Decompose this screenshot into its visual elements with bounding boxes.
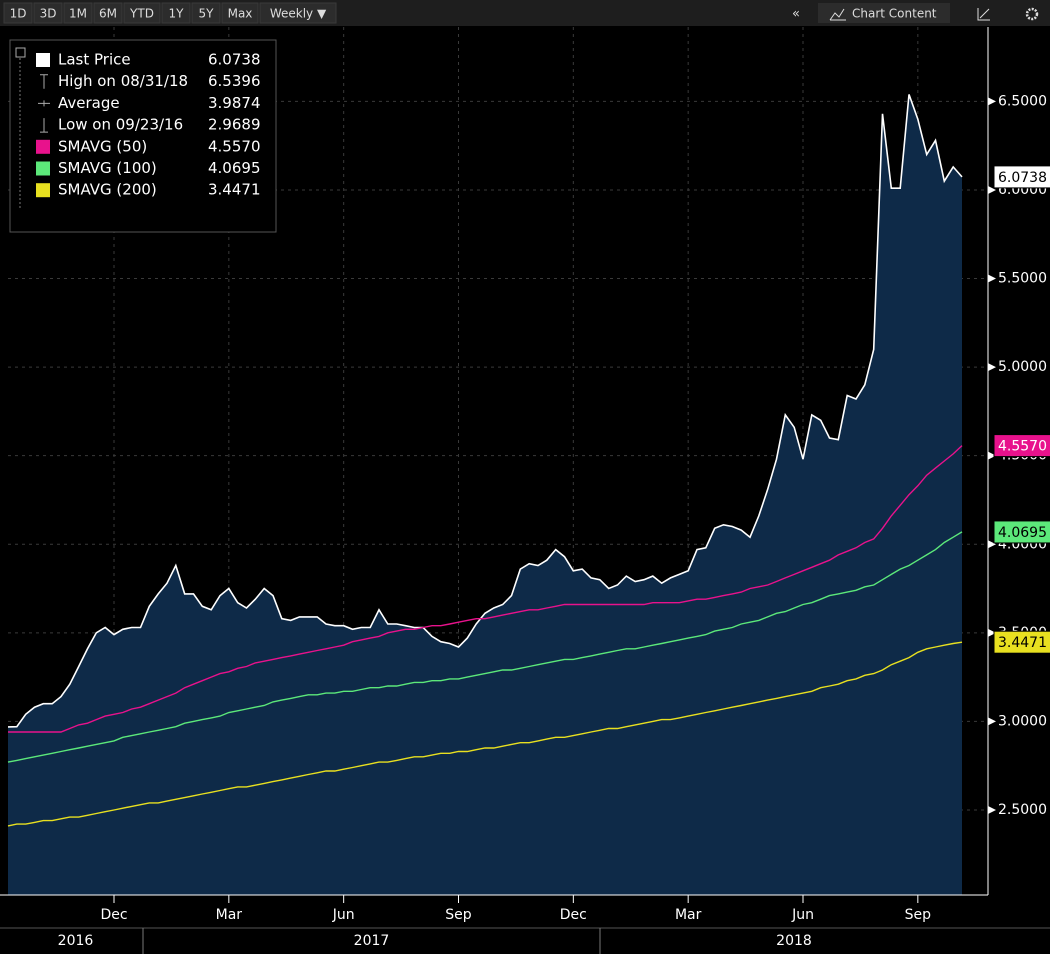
last-value-tag (993, 630, 1050, 654)
range-button[interactable] (191, 2, 221, 24)
y-tick-label: 3.0000 (998, 713, 1047, 729)
last-value-label: 4.5570 (998, 439, 1047, 455)
legend-name: SMAVG (100) (58, 159, 157, 177)
x-tick-label: Mar (216, 907, 243, 923)
series-line (7, 94, 963, 728)
range-button[interactable] (123, 2, 161, 24)
range-button[interactable] (221, 2, 259, 24)
collapse-button[interactable]: « (792, 7, 800, 22)
range-label: Max (228, 7, 253, 21)
range-button[interactable] (63, 2, 93, 24)
legend-value: 3.9874 (208, 94, 261, 112)
legend-glyph (40, 118, 48, 133)
range-label: 1M (69, 7, 87, 21)
legend-glyph (40, 74, 48, 89)
range-button[interactable] (161, 2, 191, 24)
x-tick-label: Sep (905, 907, 932, 923)
y-tick-label: 6.5000 (998, 93, 1047, 109)
range-label: Weekly ▼ (270, 7, 327, 21)
last-value-label: 6.0738 (998, 170, 1047, 186)
y-tick (988, 274, 996, 283)
legend-name: Low on 09/23/16 (58, 116, 183, 134)
x-tick-label: Mar (675, 907, 702, 923)
x-tick-label: Jun (332, 907, 355, 923)
legend-value: 4.0695 (208, 159, 261, 177)
legend-name: Average (58, 94, 120, 112)
menu-label: Chart Content (852, 7, 937, 21)
x-tick-label: Dec (560, 907, 587, 923)
range-label: 5Y (199, 7, 215, 21)
last-value-tag (993, 165, 1050, 189)
legend (9, 39, 277, 233)
menu-button[interactable] (818, 3, 950, 23)
range-button[interactable] (3, 2, 33, 24)
range-label: YTD (129, 7, 154, 21)
y-tick (988, 451, 996, 460)
last-value-tag (993, 434, 1050, 458)
series-line (8, 445, 963, 733)
legend-name: SMAVG (50) (58, 137, 147, 155)
legend-value: 2.9689 (208, 116, 261, 134)
last-value-label: 3.4471 (998, 635, 1047, 651)
year-label: 2016 (58, 933, 94, 949)
range-button[interactable] (259, 2, 337, 24)
series-line (7, 531, 963, 763)
y-tick (988, 97, 996, 106)
legend-swatch (36, 183, 50, 198)
y-tick-label: 5.5000 (998, 271, 1047, 287)
legend-value: 6.0738 (208, 51, 261, 69)
range-label: 6M (99, 7, 117, 21)
y-tick (988, 185, 996, 194)
range-button[interactable] (93, 2, 123, 24)
legend-name: SMAVG (200) (58, 181, 157, 199)
legend-name: Last Price (58, 51, 131, 69)
edit-icon[interactable] (977, 8, 990, 21)
year-label: 2018 (776, 933, 812, 949)
legend-value: 3.4471 (208, 181, 261, 199)
legend-collapse[interactable] (15, 47, 26, 58)
legend-value: 6.5396 (208, 72, 261, 90)
year-label: 2017 (354, 933, 390, 949)
y-tick-label: 5.0000 (998, 359, 1047, 375)
range-label: 3D (40, 7, 57, 21)
x-tick-label: Jun (791, 907, 814, 923)
legend-swatch (36, 139, 50, 154)
menu-icon (829, 8, 846, 21)
legend-value: 4.5570 (208, 137, 261, 155)
legend-glyph (38, 100, 50, 107)
legend-swatch (36, 53, 50, 67)
y-tick (988, 628, 996, 637)
series-line (7, 641, 963, 827)
y-tick (988, 540, 996, 549)
price-area (8, 94, 962, 895)
x-tick-label: Sep (445, 907, 472, 923)
range-label: 1D (10, 7, 27, 21)
y-tick (988, 363, 996, 372)
settings-icon[interactable] (1025, 7, 1039, 21)
range-label: 1Y (169, 7, 185, 21)
range-button[interactable] (33, 2, 63, 24)
overlay: 1D 3D 1M 6M YTD 1Y 5Y Max Weekly ▼ « Chart Content… (0, 0, 1050, 654)
last-value-tag (993, 520, 1050, 544)
legend-swatch (36, 161, 50, 176)
y-tick-label: 2.5000 (998, 802, 1047, 818)
x-tick-label: Dec (100, 907, 127, 923)
y-tick (988, 717, 996, 726)
y-tick (988, 805, 996, 814)
legend-name: High on 08/31/18 (58, 72, 188, 90)
last-value-label: 4.0695 (998, 525, 1047, 541)
